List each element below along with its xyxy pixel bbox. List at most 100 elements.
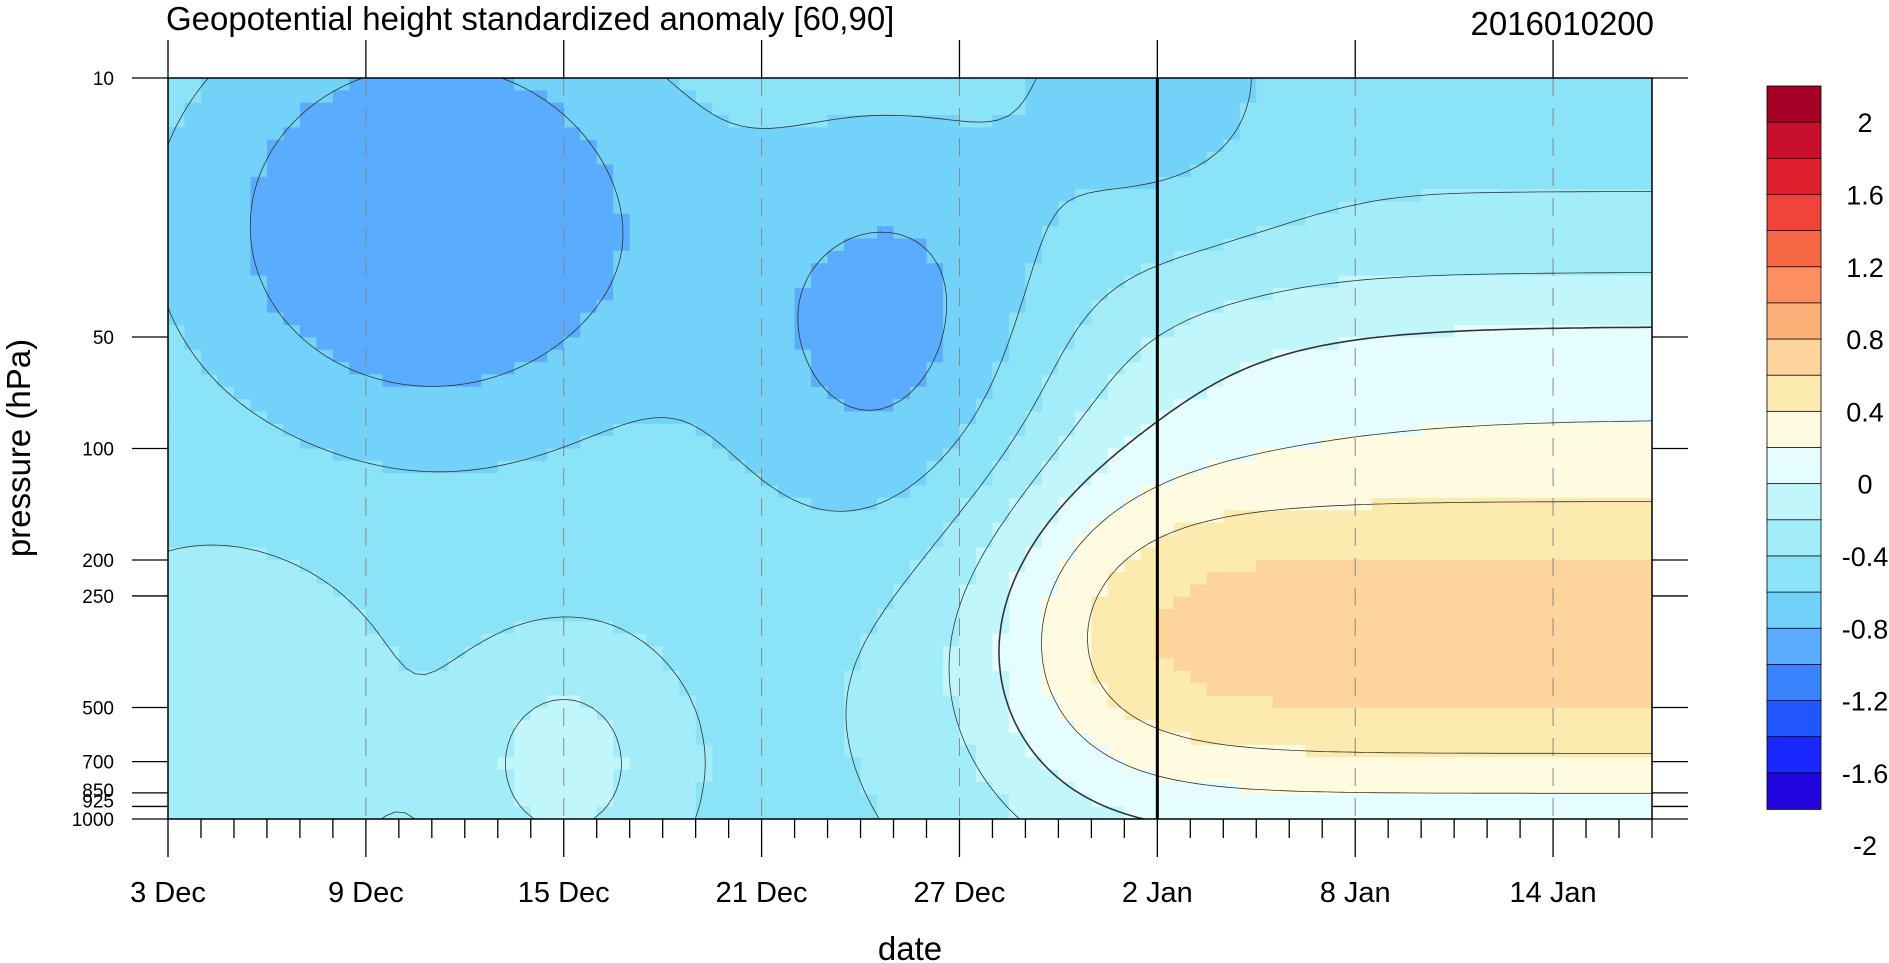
field-cell [629, 707, 647, 721]
field-cell [959, 325, 977, 338]
field-cell [349, 473, 367, 487]
field-cell [1173, 732, 1191, 746]
field-cell [1388, 695, 1406, 709]
field-cell [778, 485, 796, 499]
field-cell [266, 732, 285, 746]
field-cell [266, 226, 285, 240]
field-cell [712, 127, 730, 141]
field-cell [1437, 374, 1455, 388]
field-cell [646, 189, 664, 203]
field-cell [877, 683, 895, 697]
field-cell [1470, 658, 1488, 672]
field-cell [1223, 744, 1241, 758]
field-cell [1305, 485, 1323, 499]
field-cell [1058, 115, 1076, 128]
field-cell [1503, 609, 1521, 622]
field-cell [1157, 287, 1175, 301]
field-cell [1371, 78, 1389, 91]
field-cell [1437, 78, 1455, 91]
field-cell [1124, 522, 1142, 536]
field-cell [398, 349, 416, 363]
field-cell [398, 78, 416, 91]
field-cell [778, 646, 796, 660]
field-cell [448, 769, 466, 783]
field-cell [332, 720, 350, 734]
field-cell [580, 732, 598, 746]
field-cell [695, 275, 713, 289]
field-cell [728, 720, 746, 734]
field-cell [530, 287, 548, 301]
field-cell [563, 139, 581, 153]
field-cell [1404, 794, 1422, 808]
field-cell [266, 547, 285, 561]
field-cell [1338, 176, 1356, 190]
field-cell [629, 102, 647, 116]
field-cell [959, 510, 977, 524]
field-cell [200, 547, 219, 561]
field-cell [1223, 522, 1241, 536]
field-cell [398, 621, 416, 635]
field-cell [431, 695, 449, 709]
field-cell [695, 448, 713, 462]
field-cell [349, 275, 367, 289]
field-cell [761, 263, 779, 277]
field-cell [778, 695, 796, 709]
field-cell [1355, 522, 1373, 536]
field-cell [778, 633, 796, 647]
field-cell [398, 497, 416, 511]
field-cell [844, 176, 862, 190]
field-cell [448, 707, 466, 721]
field-cell [1322, 781, 1340, 795]
field-cell [1503, 115, 1521, 128]
field-cell [646, 806, 664, 820]
field-cell [1421, 423, 1439, 437]
field-cell [1305, 584, 1323, 598]
field-cell [448, 683, 466, 697]
field-cell [877, 139, 895, 153]
field-cell [1173, 460, 1191, 474]
field-cell [761, 658, 779, 672]
field-cell [349, 325, 367, 338]
field-cell [316, 139, 334, 153]
field-cell [761, 806, 779, 820]
field-cell [332, 189, 350, 203]
field-cell [1487, 411, 1505, 425]
field-cell [596, 621, 614, 635]
field-cell [1124, 794, 1142, 808]
field-cell [926, 411, 944, 425]
field-cell [431, 436, 449, 450]
field-cell [200, 115, 219, 128]
field-cell [1338, 757, 1356, 771]
field-cell [316, 102, 334, 116]
field-cell [860, 609, 878, 622]
field-cell [217, 300, 235, 314]
field-cell [1437, 213, 1455, 227]
field-cell [481, 263, 499, 277]
field-cell [1322, 152, 1340, 166]
field-cell [580, 362, 598, 375]
field-cell [1322, 460, 1340, 474]
field-cell [217, 263, 235, 277]
field-cell [646, 115, 664, 128]
field-cell [646, 287, 664, 301]
field-cell [1322, 596, 1340, 610]
field-cell [464, 102, 482, 116]
field-cell [1223, 732, 1241, 746]
field-cell [398, 201, 416, 215]
field-cell [926, 744, 944, 758]
field-cell [1289, 164, 1307, 178]
field-cell [398, 325, 416, 338]
field-cell [679, 794, 697, 808]
field-cell [266, 152, 285, 166]
field-cell [382, 572, 400, 585]
field-cell [728, 596, 746, 610]
field-cell [1223, 263, 1241, 277]
field-cell [1305, 720, 1323, 734]
field-cell [761, 584, 779, 598]
field-cell [1190, 658, 1208, 672]
field-cell [1157, 152, 1175, 166]
field-cell [1289, 695, 1307, 709]
field-cell [1322, 102, 1340, 116]
field-cell [1058, 584, 1076, 598]
field-cell [910, 312, 928, 326]
